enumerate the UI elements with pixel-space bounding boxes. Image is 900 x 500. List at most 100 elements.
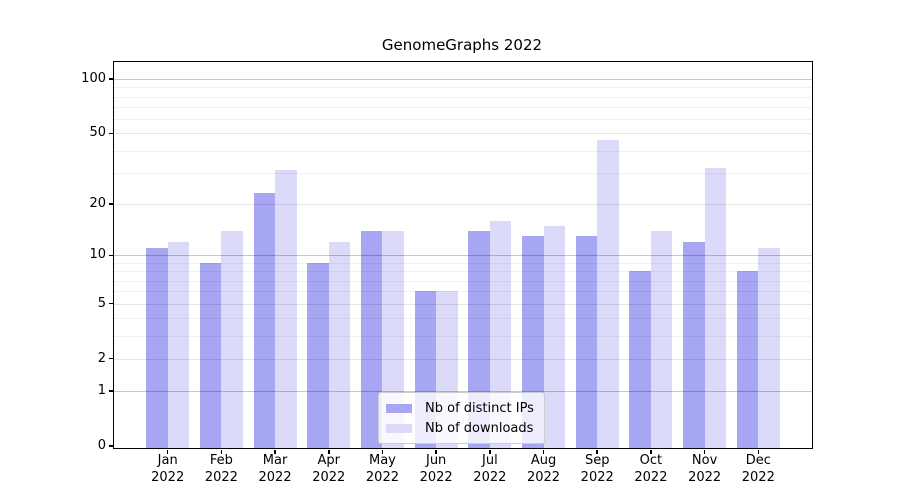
gridline-minor-8	[114, 271, 812, 273]
x-tick-label-nov: Nov 2022	[675, 453, 735, 486]
x-tick-month: Apr	[317, 453, 341, 468]
gridline-50	[114, 133, 812, 135]
x-tick-year: 2022	[580, 469, 614, 485]
gridline-10	[114, 255, 812, 257]
x-tick-label-may: May 2022	[352, 453, 412, 486]
x-tick-oct	[650, 449, 652, 454]
x-tick-month: Aug	[530, 453, 557, 468]
x-tick-year: 2022	[634, 469, 668, 485]
x-tick-dec	[757, 449, 760, 454]
bar-nb-of-downloads-dec	[758, 248, 780, 448]
legend: Nb of distinct IPs Nb of downloads	[378, 392, 545, 444]
legend-swatch-distinct-ips	[386, 403, 412, 413]
x-tick-month: Jun	[425, 453, 447, 468]
bar-nb-of-downloads-feb	[221, 230, 243, 448]
y-tick-label-100: 100	[81, 71, 106, 87]
x-tick-aug	[542, 449, 545, 454]
bar-nb-of-downloads-aug	[543, 225, 565, 448]
x-tick-year: 2022	[258, 469, 292, 485]
gridline-5	[114, 303, 812, 305]
gridline-minor-3	[114, 335, 812, 337]
x-tick-month: Sep	[584, 453, 610, 468]
x-tick-year: 2022	[688, 469, 722, 485]
x-tick-label-jun: Jun 2022	[406, 453, 466, 486]
y-tick-0	[108, 445, 113, 447]
x-tick-label-dec: Dec 2022	[728, 453, 788, 486]
x-tick-feb	[220, 449, 223, 454]
gridline-1	[114, 390, 812, 392]
x-tick-year: 2022	[365, 469, 399, 485]
legend-label-downloads: Nb of downloads	[425, 420, 534, 436]
y-tick-label-5: 5	[97, 295, 106, 311]
bar-nb-of-distinct-ips-jan	[146, 248, 168, 448]
x-tick-year: 2022	[473, 469, 507, 485]
bar-nb-of-distinct-ips-feb	[199, 262, 222, 448]
x-tick-month: Dec	[745, 453, 771, 468]
gridline-2	[114, 358, 812, 360]
bar-nb-of-distinct-ips-oct	[629, 271, 651, 448]
legend-swatch-downloads	[386, 423, 412, 433]
bar-nb-of-distinct-ips-dec	[736, 271, 759, 448]
y-tick-label-10: 10	[89, 247, 106, 263]
x-tick-label-aug: Aug 2022	[514, 453, 574, 486]
x-tick-label-sep: Sep 2022	[567, 453, 627, 486]
y-tick-100	[108, 78, 113, 80]
x-tick-apr	[328, 449, 330, 454]
x-tick-year: 2022	[151, 469, 185, 485]
gridline-20	[114, 203, 812, 205]
bar-nb-of-downloads-nov	[704, 168, 727, 448]
x-tick-mar	[274, 449, 276, 454]
y-tick-20	[108, 203, 113, 205]
x-tick-jan	[166, 449, 169, 454]
x-tick-month: Feb	[209, 453, 233, 468]
x-tick-jul	[489, 449, 491, 454]
bar-nb-of-downloads-oct	[650, 230, 673, 448]
chart-title: GenomeGraphs 2022	[381, 36, 543, 54]
x-tick-year: 2022	[526, 469, 561, 485]
bar-nb-of-distinct-ips-apr	[307, 262, 329, 448]
x-tick-month: May	[369, 453, 396, 468]
x-tick-label-jul: Jul 2022	[460, 453, 520, 486]
y-tick-10	[108, 254, 113, 257]
x-tick-label-apr: Apr 2022	[299, 453, 359, 486]
gridline-minor-9	[114, 262, 812, 264]
y-tick-label-50: 50	[89, 125, 106, 141]
gridline-minor-40	[114, 150, 812, 152]
y-tick-5	[108, 302, 113, 305]
legend-row-downloads: Nb of downloads	[386, 418, 534, 438]
gridline-minor-60	[114, 119, 812, 121]
y-tick-50	[108, 132, 113, 135]
x-tick-may	[381, 449, 384, 454]
x-tick-sep	[596, 449, 598, 454]
x-tick-label-jan: Jan 2022	[138, 453, 198, 486]
y-tick-2	[108, 357, 113, 360]
gridline-minor-4	[114, 318, 812, 320]
y-tick-label-1: 1	[97, 382, 106, 398]
x-tick-label-oct: Oct 2022	[621, 453, 681, 486]
gridline-minor-90	[114, 87, 812, 89]
x-tick-month: Nov	[691, 453, 718, 468]
x-tick-year: 2022	[419, 469, 453, 485]
x-tick-label-mar: Mar 2022	[245, 453, 305, 486]
x-tick-year: 2022	[204, 469, 238, 485]
bar-nb-of-downloads-apr	[328, 242, 351, 448]
gridline-minor-30	[114, 172, 812, 174]
x-tick-year: 2022	[741, 469, 775, 485]
x-tick-jun	[435, 449, 437, 454]
bar-nb-of-downloads-mar	[275, 170, 297, 448]
gridline-100	[114, 79, 812, 81]
gridline-minor-7	[114, 280, 812, 282]
gridline-minor-80	[114, 96, 812, 98]
x-tick-month: Jul	[482, 453, 498, 468]
y-tick-label-2: 2	[97, 350, 106, 366]
bar-nb-of-downloads-jan	[167, 242, 190, 448]
x-tick-month: Jan	[157, 453, 178, 468]
legend-label-distinct-ips: Nb of distinct IPs	[425, 400, 534, 416]
x-tick-label-feb: Feb 2022	[191, 453, 251, 486]
y-tick-label-20: 20	[89, 195, 106, 211]
gridline-minor-70	[114, 107, 812, 109]
bar-nb-of-downloads-sep	[597, 139, 619, 448]
bar-nb-of-downloads-jul	[489, 220, 512, 448]
x-tick-month: Mar	[262, 453, 288, 468]
